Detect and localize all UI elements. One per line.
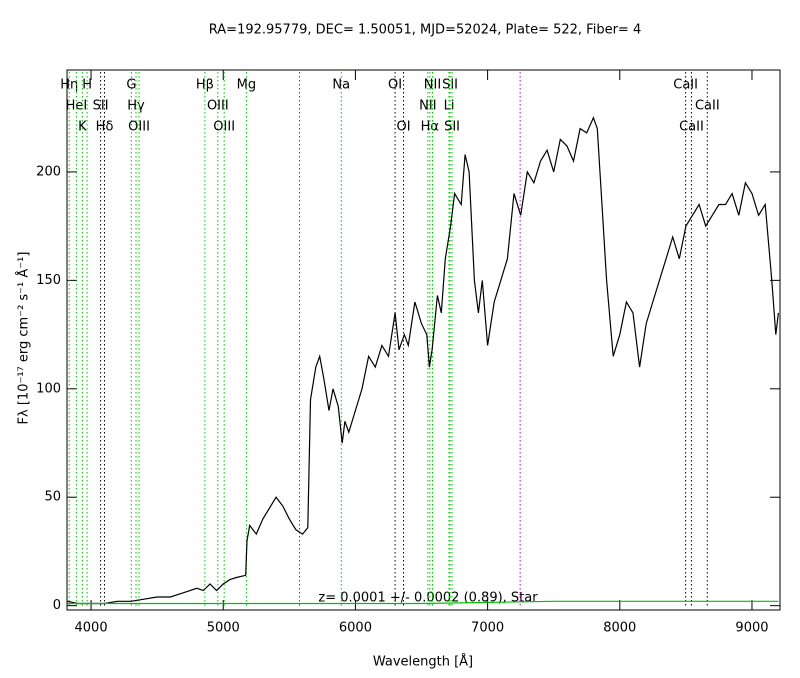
line-label: Mg [237, 78, 256, 93]
x-tick-label: 5000 [207, 621, 240, 636]
y-tick-label: 0 [53, 598, 61, 613]
x-tick-label: 6000 [339, 621, 372, 636]
line-label: Hη [60, 78, 78, 93]
y-tick-label: 100 [36, 381, 61, 396]
line-label: NII [419, 99, 436, 114]
line-label: CaII [695, 99, 720, 114]
line-label: OI [388, 78, 402, 93]
line-label: OI [397, 120, 411, 135]
x-axis-label: Wavelength [Å] [373, 654, 473, 670]
line-label: OIII [213, 120, 235, 135]
line-label: H [82, 78, 92, 93]
line-label: HeI [66, 99, 88, 114]
line-label: K [78, 120, 87, 135]
y-tick-label: 50 [44, 490, 61, 505]
line-label: SII [444, 120, 460, 135]
line-label: SII [442, 78, 458, 93]
series-line [67, 116, 779, 605]
line-label: CaII [679, 120, 704, 135]
line-label: G [126, 78, 136, 93]
y-tick-label: 200 [36, 164, 61, 179]
line-label: Na [332, 78, 350, 93]
y-axis-label: Fλ [10⁻¹⁷ erg cm⁻² s⁻¹ Å⁻¹] [16, 252, 32, 425]
line-label: CaII [673, 78, 698, 93]
series-line [67, 600, 779, 605]
y-tick-label: 150 [36, 273, 61, 288]
line-label: SII [93, 99, 109, 114]
line-label: Li [444, 99, 455, 114]
chart-title: RA=192.95779, DEC= 1.50051, MJD=52024, P… [209, 23, 641, 38]
line-label: OIII [128, 120, 150, 135]
annotation: z= 0.0001 +/- 0.0002 (0.89), Star [318, 591, 538, 606]
line-label: Hδ [96, 120, 114, 135]
line-label: Hγ [127, 99, 145, 114]
x-tick-label: 8000 [603, 621, 636, 636]
x-tick-label: 9000 [735, 621, 768, 636]
line-label: Hβ [196, 78, 214, 93]
plot-frame [66, 69, 781, 611]
line-label: OIII [207, 99, 229, 114]
line-label: Hα [421, 120, 439, 135]
x-tick-label: 7000 [471, 621, 504, 636]
line-label: NII [424, 78, 441, 93]
x-tick-label: 4000 [75, 621, 108, 636]
